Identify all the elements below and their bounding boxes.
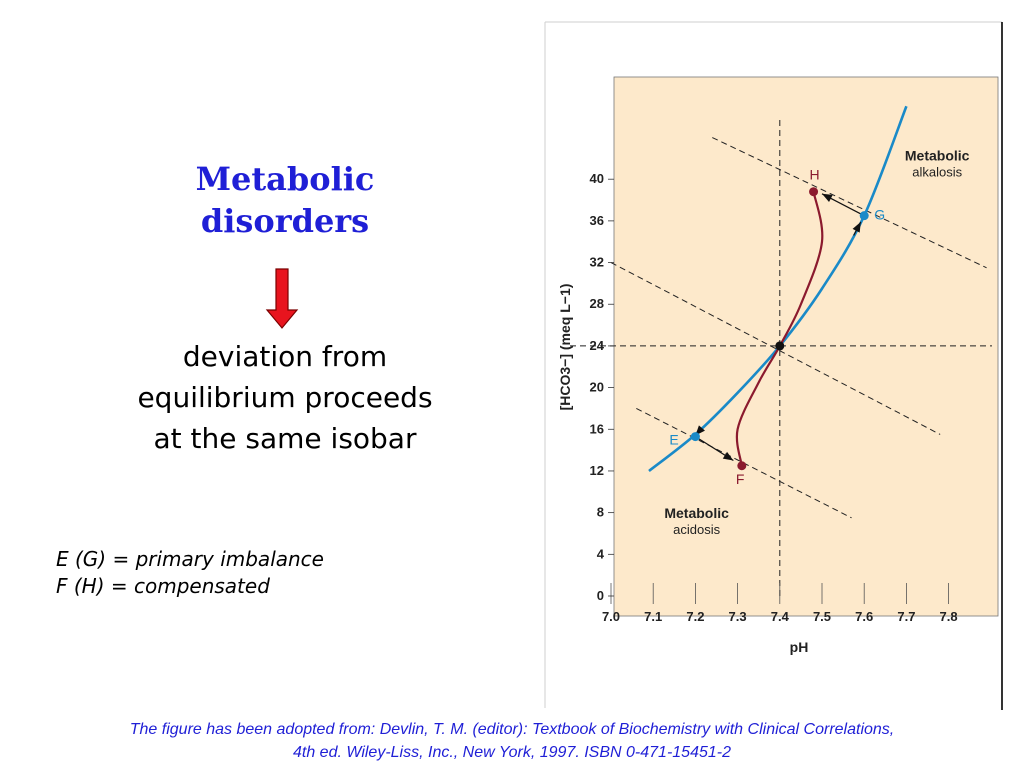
region-label-1-line-2: alkalosis: [912, 164, 962, 179]
point-g: [859, 211, 869, 221]
legend-line-2: F (H) = compensated: [56, 574, 270, 598]
y-tick-label-24: 24: [590, 338, 605, 353]
arrow-g-to-h-head: [822, 193, 833, 202]
y-tick-label-40: 40: [590, 171, 604, 186]
x-tick-label-7.2: 7.2: [686, 609, 704, 624]
isobar-line-2: [610, 262, 941, 435]
arrow-e-to-f-head: [722, 451, 734, 461]
title-line-1: Metabolic: [195, 160, 375, 198]
region-label-1-line-1: Metabolic: [905, 147, 970, 163]
legend-text: E (G) = primary imbalance F (H) = compen…: [56, 546, 324, 600]
subtitle-line-1: deviation from: [182, 340, 388, 373]
point-label-e: E: [669, 432, 678, 448]
subtitle-line-3: at the same isobar: [153, 422, 417, 455]
chart: E F G H 7.0 7.1 7.2 7.3 7.4 7.5 7.6 7.7 7.8 0 4 8 12 16…: [544, 21, 1003, 710]
point-center: [775, 341, 785, 351]
legend-line-1: E (G) = primary imbalance: [56, 547, 324, 571]
point-label-f: F: [736, 471, 745, 487]
region-label-2-line-2: acidosis: [673, 522, 720, 537]
plot-background: [613, 76, 999, 617]
isobar-line-1: [712, 137, 987, 269]
y-tick-label-4: 4: [597, 546, 605, 561]
y-tick-labels: 0 4 8 12 16 20 24 28 32 36 40: [590, 171, 614, 603]
point-label-g: G: [874, 207, 885, 223]
x-tick-label-7.5: 7.5: [813, 609, 831, 624]
x-tick-label-7.7: 7.7: [897, 609, 915, 624]
subtitle-line-2: equilibrium proceeds: [137, 381, 433, 414]
citation-line-2: 4th ed. Wiley-Liss, Inc., New York, 1997…: [292, 744, 731, 761]
x-axis-label: pH: [790, 639, 809, 655]
slide-title: Metabolic disorders: [130, 158, 440, 242]
x-tick-label-7.0: 7.0: [602, 609, 620, 624]
point-label-h: H: [810, 167, 820, 183]
x-tick-label-7.6: 7.6: [855, 609, 873, 624]
y-tick-label-20: 20: [590, 380, 604, 395]
y-tick-label-16: 16: [590, 421, 604, 436]
y-tick-label-12: 12: [590, 463, 604, 478]
x-tick-label-7.3: 7.3: [729, 609, 747, 624]
citation-line-1: The figure has been adopted from: Devlin…: [129, 721, 895, 738]
subtitle-text: deviation from equilibrium proceeds at t…: [100, 336, 470, 459]
citation-text: The figure has been adopted from: Devlin…: [20, 718, 1004, 764]
point-e: [690, 432, 700, 442]
down-arrow-icon: [265, 268, 299, 329]
y-tick-label-0: 0: [597, 588, 604, 603]
y-tick-label-28: 28: [590, 296, 604, 311]
title-line-2: disorders: [200, 202, 370, 240]
arrow-toward-g-head: [852, 221, 861, 233]
direction-arrows: [694, 193, 865, 462]
point-f: [737, 461, 747, 471]
y-axis-label: [HCO3−] (meq L−1): [557, 284, 573, 411]
y-tick-label-32: 32: [590, 255, 604, 270]
x-tick-label-7.1: 7.1: [644, 609, 662, 624]
x-tick-label-7.8: 7.8: [940, 609, 958, 624]
x-tick-label-7.4: 7.4: [771, 609, 790, 624]
x-tick-labels: 7.0 7.1 7.2 7.3 7.4 7.5 7.6 7.7 7.8: [602, 583, 958, 624]
region-label-2-line-1: Metabolic: [664, 505, 729, 521]
y-tick-label-36: 36: [590, 213, 604, 228]
y-tick-label-8: 8: [597, 505, 604, 520]
point-h: [809, 187, 819, 197]
data-points: E F G H: [669, 167, 885, 487]
